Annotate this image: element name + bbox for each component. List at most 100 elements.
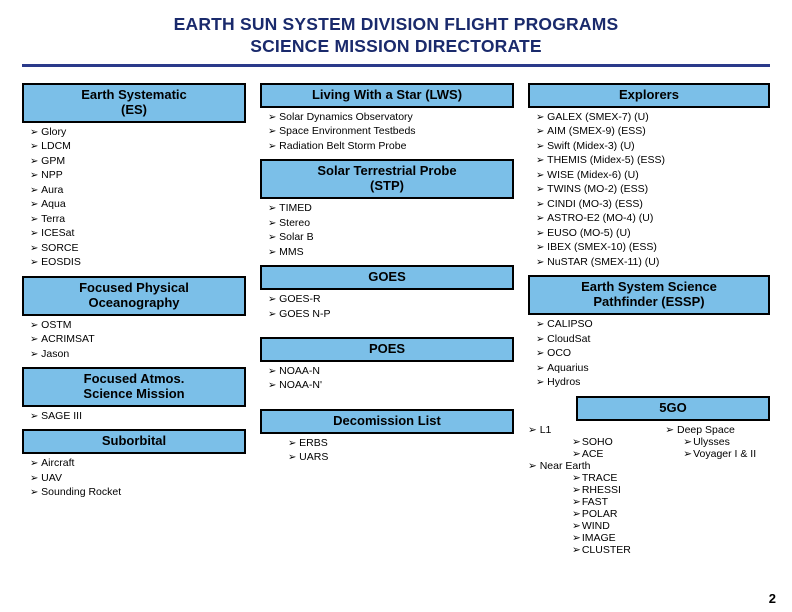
fasm-list: SAGE III <box>22 407 246 430</box>
list-item: LDCM <box>30 139 246 154</box>
list-item: THEMIS (Midex-5) (ESS) <box>536 153 770 168</box>
lws-list: Solar Dynamics ObservatorySpace Environm… <box>260 108 514 160</box>
list-item: WIND <box>572 520 661 532</box>
fasm-header: Focused Atmos. Science Mission <box>22 367 246 407</box>
decom-header: Decomission List <box>260 409 514 434</box>
suborbital-header: Suborbital <box>22 429 246 454</box>
list-item: Hydros <box>536 375 770 390</box>
fpo-header: Focused Physical Oceanography <box>22 276 246 316</box>
list-item: OCO <box>536 346 770 361</box>
list-item: GOES-R <box>268 292 514 307</box>
fivego-deepspace-head: Deep Space <box>665 424 770 436</box>
list-item: NOAA-N' <box>268 378 514 393</box>
list-item: TWINS (MO-2) (ESS) <box>536 182 770 197</box>
lws-header: Living With a Star (LWS) <box>260 83 514 108</box>
list-item: FAST <box>572 496 661 508</box>
fivego-nearearth-head: Near Earth <box>528 460 661 472</box>
page-number: 2 <box>769 591 776 606</box>
fasm-header-l1: Focused Atmos. <box>83 372 184 387</box>
es-list: GloryLDCMGPMNPPAuraAquaTerraICESatSORCEE… <box>22 123 246 276</box>
decom-list: ERBSUARS <box>260 434 514 471</box>
list-item: TIMED <box>268 201 514 216</box>
suborbital-label: Suborbital <box>102 434 166 449</box>
stp-header-l2: (STP) <box>317 179 456 194</box>
list-item: IBEX (SMEX-10) (ESS) <box>536 240 770 255</box>
stp-header: Solar Terrestrial Probe (STP) <box>260 159 514 199</box>
list-item: TRACE <box>572 472 661 484</box>
fpo-header-l1: Focused Physical <box>79 281 189 296</box>
title-line-1: EARTH SUN SYSTEM DIVISION FLIGHT PROGRAM… <box>22 14 770 36</box>
column-3: Explorers GALEX (SMEX-7) (U)AIM (SMEX-9)… <box>528 83 770 556</box>
stp-list: TIMEDStereoSolar BMMS <box>260 199 514 265</box>
fivego-nearearth-list: TRACERHESSIFASTPOLARWINDIMAGECLUSTER <box>528 472 661 556</box>
es-header-l2: (ES) <box>81 103 187 118</box>
list-item: NOAA-N <box>268 364 514 379</box>
goes-label: GOES <box>368 270 406 285</box>
list-item: Jason <box>30 347 246 362</box>
list-item: GOES N-P <box>268 307 514 322</box>
list-item: GALEX (SMEX-7) (U) <box>536 110 770 125</box>
fasm-header-l2: Science Mission <box>83 387 184 402</box>
list-item: Solar Dynamics Observatory <box>268 110 514 125</box>
essp-header-l2: Pathfinder (ESSP) <box>581 295 717 310</box>
lws-label: Living With a Star (LWS) <box>312 88 462 103</box>
explorers-label: Explorers <box>619 88 679 103</box>
list-item: CINDI (MO-3) (ESS) <box>536 197 770 212</box>
list-item: POLAR <box>572 508 661 520</box>
poes-label: POES <box>369 342 405 357</box>
stp-header-l1: Solar Terrestrial Probe <box>317 164 456 179</box>
list-item: Ulysses <box>683 436 770 448</box>
list-item: UAV <box>30 471 246 486</box>
list-item: Glory <box>30 125 246 140</box>
es-header-l1: Earth Systematic <box>81 88 187 103</box>
fivego-l1-list: SOHOACE <box>528 436 661 460</box>
title-rule <box>22 64 770 67</box>
explorers-header: Explorers <box>528 83 770 108</box>
list-item: ACRIMSAT <box>30 332 246 347</box>
list-item: MMS <box>268 245 514 260</box>
fivego-label: 5GO <box>659 401 686 416</box>
fpo-list: OSTMACRIMSATJason <box>22 316 246 368</box>
list-item: Sounding Rocket <box>30 485 246 500</box>
list-item: Voyager I & II <box>683 448 770 460</box>
list-item: ERBS <box>288 436 514 451</box>
essp-list: CALIPSOCloudSatOCOAquariusHydros <box>528 315 770 396</box>
list-item: Aura <box>30 183 246 198</box>
explorers-list: GALEX (SMEX-7) (U)AIM (SMEX-9) (ESS)Swif… <box>528 108 770 276</box>
list-item: WISE (Midex-6) (U) <box>536 168 770 183</box>
list-item: CloudSat <box>536 332 770 347</box>
list-item: GPM <box>30 154 246 169</box>
goes-header: GOES <box>260 265 514 290</box>
list-item: UARS <box>288 450 514 465</box>
list-item: NuSTAR (SMEX-11) (U) <box>536 255 770 270</box>
fpo-header-l2: Oceanography <box>79 296 189 311</box>
poes-header: POES <box>260 337 514 362</box>
list-item: ICESat <box>30 226 246 241</box>
list-item: EOSDIS <box>30 255 246 270</box>
poes-list: NOAA-NNOAA-N' <box>260 362 514 399</box>
list-item: SAGE III <box>30 409 246 424</box>
essp-header-l1: Earth System Science <box>581 280 717 295</box>
list-item: IMAGE <box>572 532 661 544</box>
list-item: Stereo <box>268 216 514 231</box>
list-item: ACE <box>572 448 661 460</box>
columns: Earth Systematic (ES) GloryLDCMGPMNPPAur… <box>22 83 770 556</box>
essp-header: Earth System Science Pathfinder (ESSP) <box>528 275 770 315</box>
list-item: OSTM <box>30 318 246 333</box>
list-item: Aircraft <box>30 456 246 471</box>
fivego-body: L1 SOHOACE Near Earth TRACERHESSIFASTPOL… <box>528 421 770 556</box>
list-item: Terra <box>30 212 246 227</box>
list-item: Space Environment Testbeds <box>268 124 514 139</box>
fivego-header: 5GO <box>576 396 770 421</box>
list-item: RHESSI <box>572 484 661 496</box>
list-item: Radiation Belt Storm Probe <box>268 139 514 154</box>
es-header: Earth Systematic (ES) <box>22 83 246 123</box>
list-item: SOHO <box>572 436 661 448</box>
list-item: SORCE <box>30 241 246 256</box>
list-item: AIM (SMEX-9) (ESS) <box>536 124 770 139</box>
list-item: Solar B <box>268 230 514 245</box>
fivego-right: Deep Space UlyssesVoyager I & II <box>665 424 770 556</box>
fivego-left: L1 SOHOACE Near Earth TRACERHESSIFASTPOL… <box>528 424 661 556</box>
list-item: EUSO (MO-5) (U) <box>536 226 770 241</box>
list-item: CALIPSO <box>536 317 770 332</box>
